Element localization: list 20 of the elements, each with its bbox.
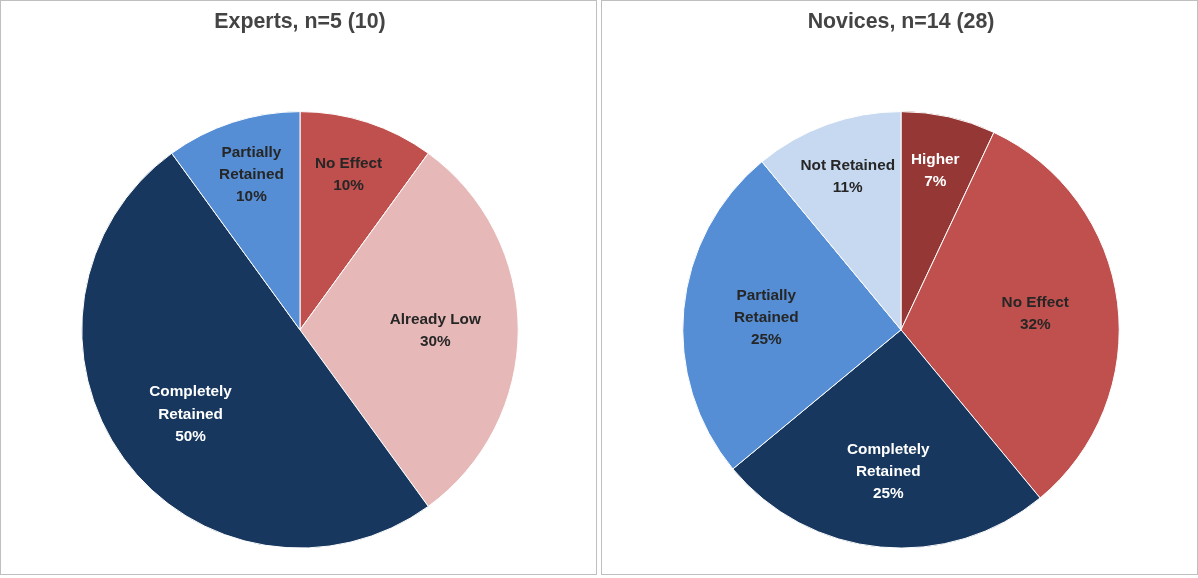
slice-label: Not Retained: [800, 155, 896, 173]
data-label: 25%: [750, 330, 783, 348]
chart-title: Novices, n=14 (28): [807, 8, 995, 33]
data-label: 11%: [832, 177, 864, 195]
slice-label: Higher: [911, 149, 960, 167]
slice-label: Partially Retained: [219, 142, 284, 182]
chart-title: Experts, n=5 (10): [214, 8, 386, 33]
slice-label: No Effect: [1001, 292, 1069, 310]
data-label: 32%: [1019, 314, 1051, 332]
slice-label: Completely Retained: [149, 382, 233, 422]
data-label: 10%: [333, 176, 365, 193]
slice-label: No Effect: [314, 153, 383, 171]
data-label: 30%: [419, 332, 452, 350]
data-label: 50%: [175, 426, 207, 444]
slice-label: Partially Retained: [733, 285, 799, 326]
slice-label: Already Low: [389, 310, 481, 328]
data-label: 10%: [236, 187, 268, 205]
slice-label: Completely Retained: [846, 440, 931, 480]
data-label: 25%: [872, 484, 904, 502]
data-label: 7%: [924, 171, 947, 189]
